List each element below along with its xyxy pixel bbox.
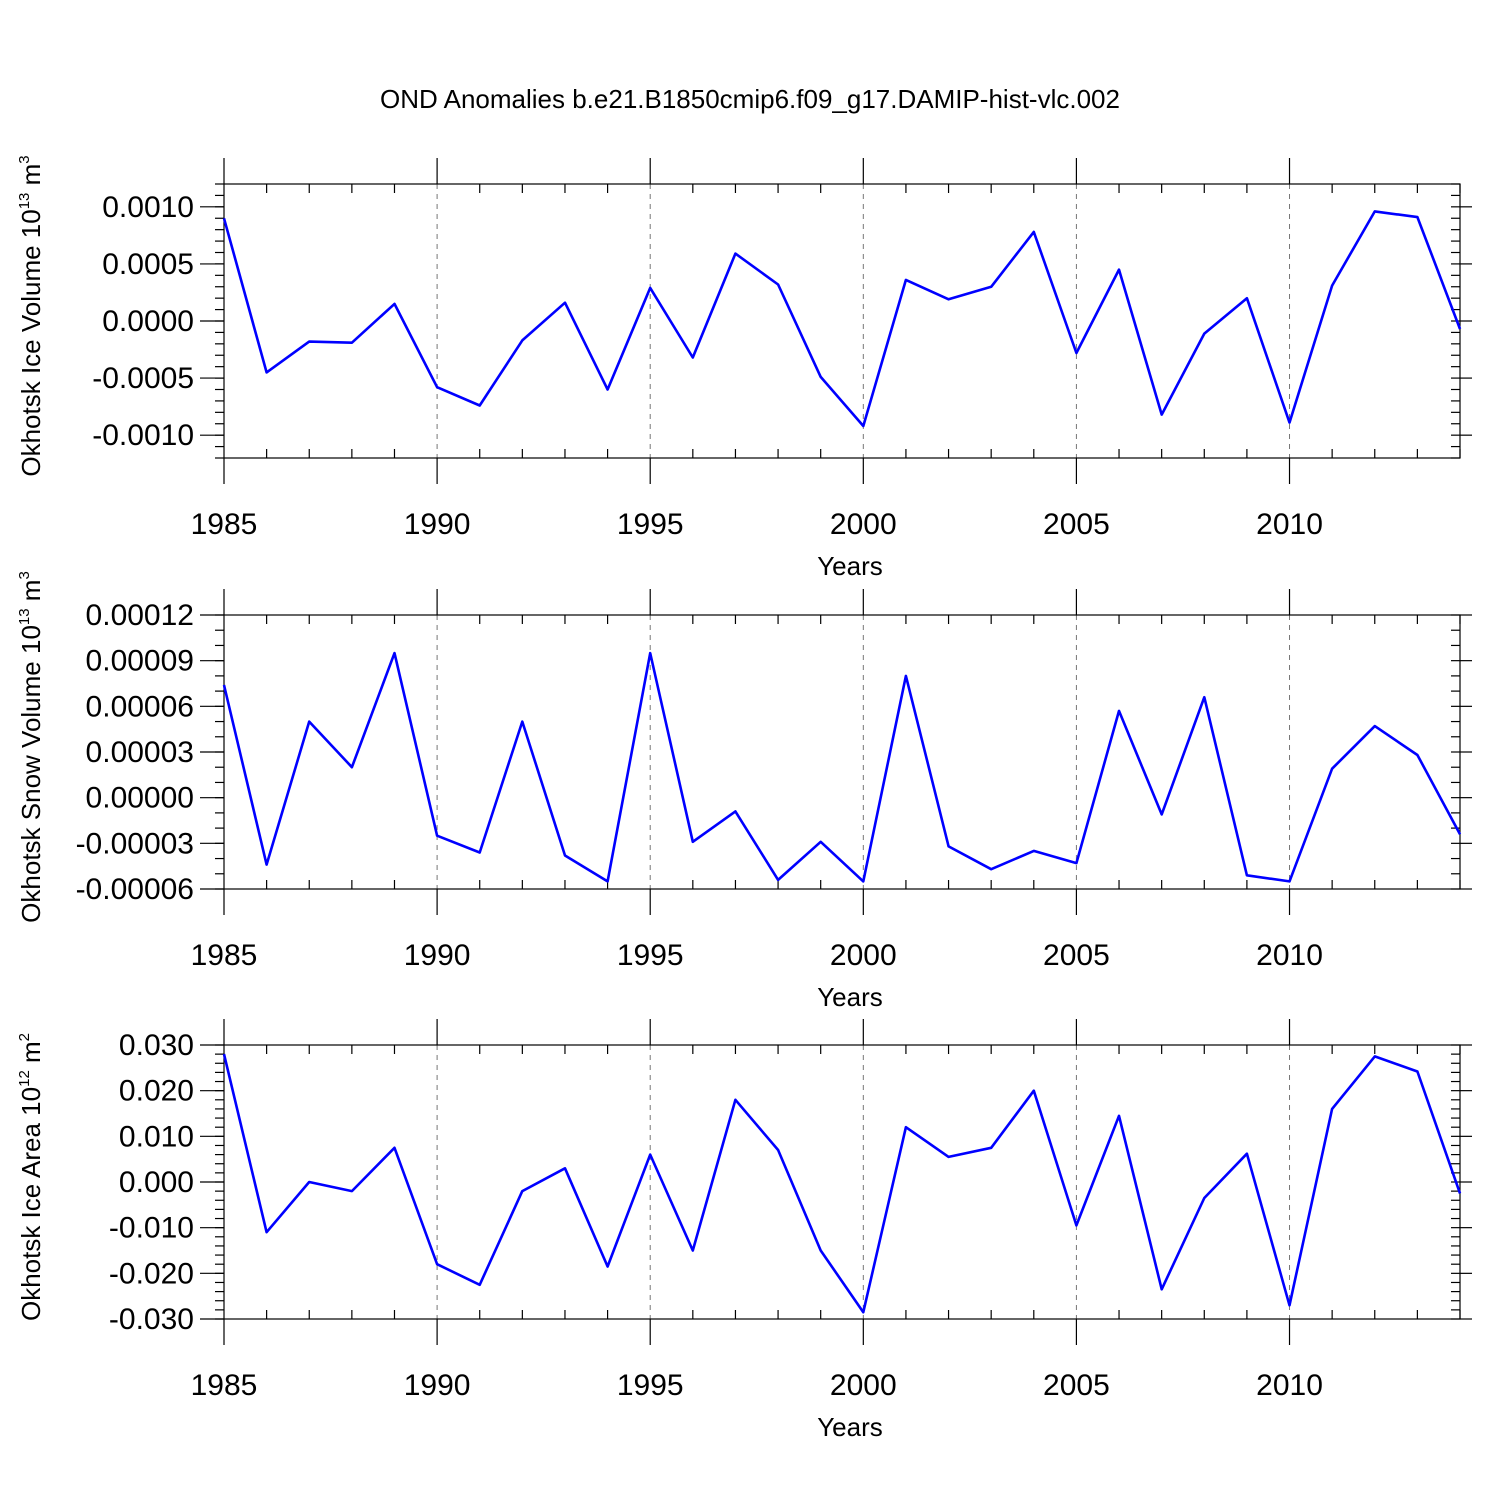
y-tick-label: 0.00012 — [86, 599, 194, 632]
y-tick-label: 0.000 — [119, 1166, 194, 1199]
y-tick-label: 0.0005 — [102, 248, 194, 281]
series-line — [222, 1053, 1462, 1314]
x-tick-label: 1995 — [617, 508, 684, 541]
chart-panel-3: 0.030 0.020 0.010 0.000 -0.010 -0.020 -0.030 19… — [16, 1019, 1472, 1442]
y-tick-label: 0.010 — [119, 1120, 194, 1153]
y-axis-label-text: Okhotsk Ice Area 10 — [16, 1087, 46, 1321]
y-axis-label-superscript: 3 — [16, 571, 33, 579]
y-tick-label: -0.010 — [109, 1212, 194, 1245]
y-axis-label-text: Okhotsk Ice Volume 10 — [16, 209, 46, 476]
x-axis-label: Years — [817, 551, 883, 581]
y-axis-label-superscript: 13 — [16, 193, 33, 210]
y-tick-label: -0.0010 — [92, 419, 194, 452]
x-tick-label: 1995 — [617, 1369, 684, 1402]
panels: 0.0010 0.0005 0.0000 -0.0005 -0.0010 1985 1990… — [16, 155, 1472, 1442]
y-tick-label: -0.0005 — [92, 362, 194, 395]
y-tick-label: -0.030 — [109, 1303, 194, 1336]
y-tick-label: 0.030 — [119, 1029, 194, 1062]
x-tick-label: 2000 — [830, 939, 897, 972]
y-tick-label: -0.00003 — [76, 827, 194, 860]
x-tick-label: 2010 — [1256, 508, 1323, 541]
y-axis-label-text: m — [16, 1041, 46, 1070]
y-axis-label-superscript: 12 — [16, 1070, 33, 1087]
x-axis-label: Years — [817, 982, 883, 1012]
y-tick-label: -0.020 — [109, 1257, 194, 1290]
y-tick-label: 0.00003 — [86, 736, 194, 769]
y-axis-label-superscript: 3 — [16, 155, 33, 163]
x-tick-label: 1985 — [191, 1369, 258, 1402]
x-tick-label: 1990 — [404, 1369, 471, 1402]
y-axis-label-text: m — [16, 580, 46, 609]
plot-frame — [223, 614, 1461, 890]
y-tick-label: 0.00009 — [86, 645, 194, 678]
x-tick-label: 2005 — [1043, 1369, 1110, 1402]
x-tick-label: 1990 — [404, 508, 471, 541]
y-tick-label: 0.0010 — [102, 191, 194, 224]
y-axis-label-text: m — [16, 164, 46, 193]
y-tick-label: 0.00006 — [86, 690, 194, 723]
series-line — [222, 210, 1462, 428]
series-line — [222, 651, 1462, 883]
y-tick-label: 0.00000 — [86, 782, 194, 815]
y-tick-label: -0.00006 — [76, 873, 194, 906]
x-tick-label: 2005 — [1043, 939, 1110, 972]
plot-frame — [223, 1044, 1461, 1320]
y-axis-label-text: Okhotsk Snow Volume 10 — [16, 625, 46, 923]
x-tick-label: 1995 — [617, 939, 684, 972]
x-tick-label: 2010 — [1256, 939, 1323, 972]
x-tick-label: 1985 — [191, 939, 258, 972]
y-tick-label: 0.0000 — [102, 305, 194, 338]
x-tick-label: 2010 — [1256, 1369, 1323, 1402]
x-tick-label: 1985 — [191, 508, 258, 541]
x-tick-label: 2000 — [830, 1369, 897, 1402]
plot-frame — [223, 183, 1461, 459]
y-tick-label: 0.020 — [119, 1075, 194, 1108]
y-axis-label: Okhotsk Ice Volume 1013 m3 — [16, 155, 46, 476]
y-axis-label: Okhotsk Snow Volume 1013 m3 — [16, 571, 46, 923]
chart-panel-1: 0.0010 0.0005 0.0000 -0.0005 -0.0010 1985 1990… — [16, 155, 1472, 581]
y-axis-label: Okhotsk Ice Area 1012 m2 — [16, 1033, 46, 1321]
x-tick-label: 2005 — [1043, 508, 1110, 541]
figure-title: OND Anomalies b.e21.B1850cmip6.f09_g17.D… — [380, 84, 1120, 114]
chart-panel-2: 0.00012 0.00009 0.00006 0.00003 0.00000 -0.00… — [16, 571, 1472, 1012]
x-axis-label: Years — [817, 1412, 883, 1442]
x-tick-label: 1990 — [404, 939, 471, 972]
y-axis-label-superscript: 13 — [16, 608, 33, 625]
y-axis-label-superscript: 2 — [16, 1033, 33, 1041]
x-tick-label: 2000 — [830, 508, 897, 541]
